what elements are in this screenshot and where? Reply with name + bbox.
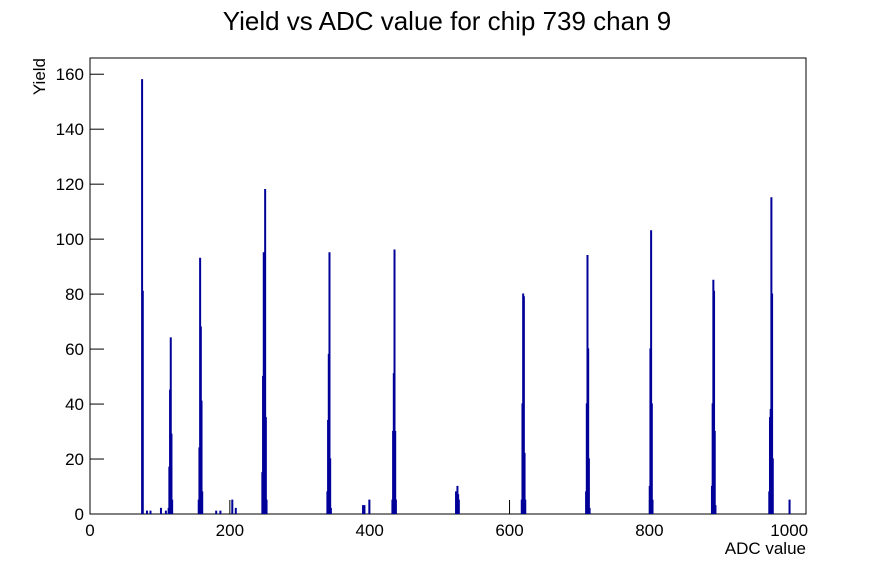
bin	[368, 499, 371, 514]
bin	[523, 452, 526, 514]
bin	[362, 505, 365, 514]
x-tick-label: 800	[635, 521, 663, 540]
bin	[141, 290, 144, 514]
bin	[264, 189, 267, 514]
x-tick-label: 600	[495, 521, 523, 540]
bin	[771, 293, 774, 514]
bin	[587, 348, 590, 514]
bin	[265, 499, 268, 514]
bin	[587, 458, 590, 514]
bin	[522, 296, 525, 514]
bin	[650, 403, 653, 514]
bin	[363, 505, 366, 514]
bin	[201, 491, 204, 514]
bin	[328, 252, 331, 514]
bin	[651, 499, 654, 514]
plot-frame	[89, 57, 807, 515]
bin	[788, 499, 791, 514]
bin	[457, 499, 460, 514]
bin	[219, 510, 222, 514]
x-tick-label: 200	[216, 521, 244, 540]
x-tick-label: 0	[85, 521, 94, 540]
bin	[200, 400, 203, 514]
bin	[169, 337, 172, 514]
y-tick-label: 120	[56, 175, 84, 194]
bin	[159, 507, 162, 514]
bin	[234, 507, 237, 514]
x-tick-label: 1000	[770, 521, 808, 540]
y-tick-label: 80	[65, 285, 84, 304]
bin	[149, 510, 152, 514]
y-axis-label: Yield	[30, 58, 49, 95]
y-tick-label: 0	[75, 505, 84, 524]
y-tick-label: 20	[65, 450, 84, 469]
y-tick-label: 140	[56, 120, 84, 139]
bin	[164, 510, 167, 514]
bin	[650, 230, 653, 514]
bin	[231, 499, 234, 514]
y-tick-label: 100	[56, 230, 84, 249]
bin	[393, 249, 396, 514]
bin	[394, 430, 397, 514]
bin	[713, 290, 716, 514]
bin	[145, 510, 148, 514]
bin	[215, 510, 218, 514]
y-tick-label: 40	[65, 395, 84, 414]
bin	[394, 499, 397, 514]
bin	[588, 507, 591, 514]
bin	[264, 417, 267, 514]
bin	[329, 458, 332, 514]
x-axis-label: ADC value	[725, 539, 806, 558]
y-tick-label: 60	[65, 340, 84, 359]
y-tick-label: 160	[56, 65, 84, 84]
bin	[329, 507, 332, 514]
x-tick-label: 400	[356, 521, 384, 540]
bin	[713, 430, 716, 514]
bin	[771, 458, 774, 514]
bin	[171, 499, 174, 514]
bin	[524, 499, 527, 514]
bin	[714, 505, 717, 514]
bin	[170, 433, 173, 514]
chart-title: Yield vs ADC value for chip 739 chan 9	[223, 6, 672, 36]
